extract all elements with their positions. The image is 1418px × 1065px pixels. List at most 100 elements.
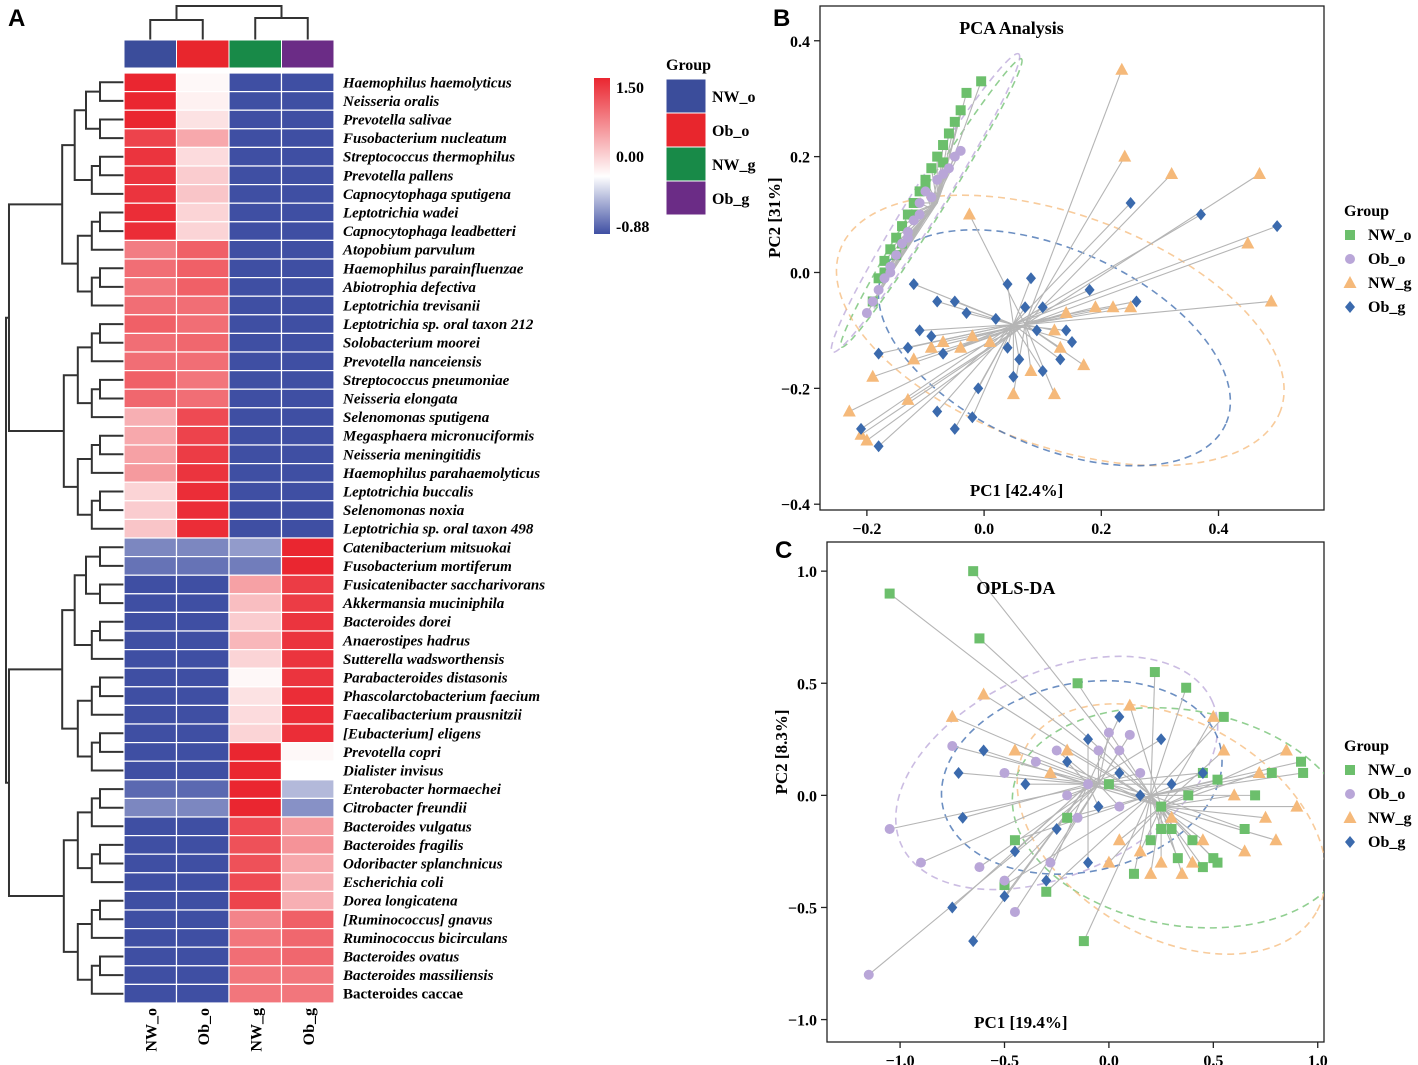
row-label: Dialister invisus bbox=[342, 764, 444, 780]
confidence-ellipse bbox=[835, 194, 1285, 467]
data-point bbox=[1037, 364, 1048, 377]
heatmap-cell bbox=[123, 444, 178, 465]
data-point bbox=[1345, 765, 1355, 775]
data-point bbox=[977, 687, 991, 700]
confidence-ellipse bbox=[940, 679, 1223, 875]
row-dendrogram-branch bbox=[76, 699, 92, 758]
heatmap-cell bbox=[280, 723, 335, 744]
centroid-spoke bbox=[1024, 69, 1123, 325]
colorbar-tick-mid: 0.00 bbox=[616, 149, 644, 166]
centroid-spoke bbox=[1160, 806, 1277, 841]
data-point bbox=[1227, 788, 1241, 801]
heatmap-cell bbox=[228, 574, 283, 595]
heatmap-cells bbox=[123, 72, 335, 1004]
heatmap-cell bbox=[228, 741, 283, 762]
heatmap-cell bbox=[228, 611, 283, 632]
centroid-spoke bbox=[1014, 794, 1151, 841]
heatmap-cell bbox=[123, 741, 178, 762]
centroid-spoke bbox=[1006, 283, 1014, 325]
data-point bbox=[1114, 766, 1125, 779]
x-tick-label: −1.0 bbox=[886, 1053, 915, 1065]
row-label: Sutterella wadsworthensis bbox=[343, 652, 504, 668]
data-point bbox=[861, 308, 872, 319]
data-point bbox=[1024, 363, 1038, 376]
y-tick-label: 0.0 bbox=[797, 788, 817, 805]
data-point bbox=[1135, 767, 1146, 778]
centroid-spoke bbox=[1014, 783, 1089, 852]
row-label: Haemophilus parahaemolyticus bbox=[342, 466, 540, 482]
centroid-spoke bbox=[1066, 761, 1089, 785]
data-point bbox=[1103, 727, 1114, 738]
heatmap-cell bbox=[228, 872, 283, 892]
heatmap-cell bbox=[280, 146, 335, 167]
heatmap-cell bbox=[123, 221, 178, 242]
row-dendrogram-branch bbox=[90, 630, 124, 660]
heatmap-cell bbox=[228, 779, 283, 799]
data-point bbox=[1053, 340, 1067, 353]
data-point bbox=[1125, 196, 1136, 209]
row-dendrogram-branch bbox=[99, 788, 124, 809]
centroid-spoke bbox=[1160, 806, 1204, 841]
heatmap-cell bbox=[123, 481, 178, 502]
data-point bbox=[932, 405, 943, 418]
data-point bbox=[1083, 779, 1094, 790]
heatmap-cell bbox=[175, 574, 230, 595]
row-label: Capnocytophaga leadbetteri bbox=[343, 224, 517, 240]
data-point bbox=[947, 901, 958, 914]
row-dendrogram-branch bbox=[99, 955, 124, 977]
centroid-spoke bbox=[1098, 734, 1131, 785]
centroid-spoke bbox=[966, 312, 1014, 326]
heatmap-cell bbox=[123, 667, 178, 688]
centroid-spoke bbox=[1056, 783, 1089, 830]
pca-panel: −0.2 0.0 0.2 0.4 −0.4 −0.2 0.0 0.2 0.4 PCA Analys… bbox=[765, 5, 1412, 538]
heatmap-cell bbox=[123, 760, 178, 781]
heatmap-cell bbox=[123, 537, 178, 558]
heatmap-cell bbox=[123, 853, 178, 874]
heatmap-cell bbox=[175, 965, 230, 985]
centroid-spoke bbox=[866, 324, 1026, 441]
data-point bbox=[1002, 278, 1013, 291]
row-dendrogram-branch bbox=[76, 457, 92, 516]
row-dendrogram-branch bbox=[99, 434, 124, 456]
heatmap-cell bbox=[280, 779, 335, 799]
row-dendrogram-branch bbox=[99, 620, 124, 642]
centroid-spoke bbox=[1012, 324, 1020, 360]
legend-label: NW_g bbox=[712, 157, 756, 174]
panel-letter-b: B bbox=[773, 5, 790, 32]
heatmap-cell bbox=[280, 239, 335, 260]
heatmap-cell bbox=[280, 927, 335, 948]
data-point bbox=[1047, 387, 1061, 400]
heatmap-cell bbox=[175, 165, 230, 186]
data-point bbox=[999, 875, 1010, 886]
heatmap-cell bbox=[175, 518, 230, 539]
heatmap-cell bbox=[175, 667, 230, 688]
heatmap-cell bbox=[123, 90, 178, 111]
y-axis-label: PC2 [8.3%] bbox=[772, 710, 791, 795]
heatmap-cell bbox=[123, 890, 178, 911]
y-tick-label: −0.5 bbox=[788, 900, 817, 917]
heatmap-cell bbox=[280, 314, 335, 334]
heatmap-cell bbox=[175, 370, 230, 390]
centroid-spoke bbox=[952, 716, 1162, 808]
data-point bbox=[1124, 729, 1135, 740]
group-bar-cell bbox=[228, 39, 282, 69]
data-point bbox=[907, 352, 921, 365]
heatmap-cell bbox=[175, 927, 230, 948]
heatmap-cell bbox=[175, 555, 230, 576]
heatmap-cell bbox=[175, 90, 230, 111]
row-dendrogram-branch bbox=[99, 546, 124, 567]
heatmap-cell bbox=[280, 109, 335, 130]
group-color-bar bbox=[123, 39, 335, 69]
row-dendrogram-branch bbox=[76, 346, 92, 405]
data-point bbox=[1175, 866, 1189, 879]
heatmap-cell bbox=[175, 704, 230, 725]
data-point bbox=[990, 312, 1001, 325]
data-point bbox=[1131, 295, 1142, 308]
data-point bbox=[961, 307, 972, 320]
data-point bbox=[1343, 276, 1357, 288]
legend-label: NW_g bbox=[1368, 275, 1412, 292]
centroid-spoke bbox=[968, 214, 1026, 325]
row-dendrogram-branch bbox=[90, 276, 124, 307]
data-point bbox=[1345, 789, 1355, 799]
